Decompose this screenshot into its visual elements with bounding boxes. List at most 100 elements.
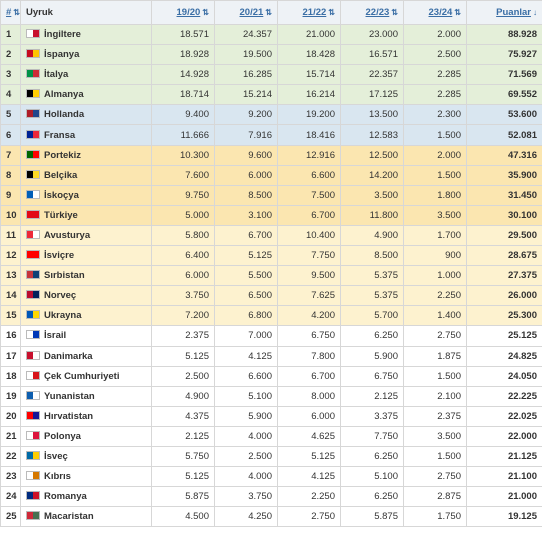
- season-points-cell: 6.600: [277, 164, 341, 186]
- season-points-cell: 1.500: [403, 164, 467, 186]
- table-row: 23 Kıbrıs 5.125 4.000 4.125 5.100 2.750 21.100: [0, 466, 542, 488]
- country-name: İtalya: [44, 69, 69, 81]
- total-points-cell: 71.569: [466, 64, 542, 86]
- rank-cell: 15: [0, 305, 21, 327]
- season-points-cell: 16.285: [214, 64, 278, 86]
- table-row: 4 Almanya 18.714 15.214 16.214 17.125 2.285 69.…: [0, 84, 542, 106]
- country-cell: Polonya: [20, 425, 152, 447]
- season-points-cell: 10.400: [277, 224, 341, 247]
- season-points-cell: 4.250: [214, 506, 278, 528]
- country-name: Almanya: [44, 89, 84, 101]
- rank-cell: 11: [0, 224, 21, 247]
- season-sort-link[interactable]: 22/23: [365, 7, 390, 18]
- season-points-cell: 9.400: [151, 104, 215, 126]
- rank-cell: 3: [0, 64, 21, 86]
- season-points-cell: 18.571: [151, 23, 215, 46]
- season-points-cell: 9.200: [214, 104, 278, 126]
- total-points-cell: 31.450: [466, 184, 542, 206]
- season-points-cell: 5.700: [340, 305, 404, 327]
- season-points-cell: 1.750: [403, 506, 467, 528]
- flag-icon: [26, 511, 40, 521]
- season-points-cell: 4.000: [214, 466, 278, 488]
- country-name: Türkiye: [44, 209, 78, 221]
- country-name: İskoçya: [44, 189, 79, 201]
- total-points-cell: 26.000: [466, 285, 542, 307]
- season-points-cell: 5.100: [214, 385, 278, 407]
- rank-cell: 9: [0, 184, 21, 206]
- season-points-cell: 15.714: [277, 64, 341, 86]
- season-points-cell: 2.000: [403, 144, 467, 166]
- season-points-cell: 4.375: [151, 405, 215, 427]
- season-points-cell: 2.375: [403, 405, 467, 427]
- country-cell: Sırbistan: [20, 265, 152, 287]
- season-points-cell: 5.875: [340, 506, 404, 528]
- season-points-cell: 6.500: [214, 285, 278, 307]
- country-name: İsrail: [44, 330, 67, 342]
- season-sort-link[interactable]: 21/22: [302, 7, 327, 18]
- rank-cell: 8: [0, 164, 21, 186]
- flag-icon: [26, 410, 40, 420]
- flag-icon: [26, 209, 40, 219]
- season-points-cell: 1.700: [403, 224, 467, 247]
- season-2324-header[interactable]: 23/24 ⇅: [403, 0, 467, 25]
- season-points-cell: 8.000: [277, 385, 341, 407]
- header-row: # ⇅ Uyruk 19/20 ⇅ 20/21 ⇅ 21/22 ⇅ 22/23 ⇅ 23/…: [0, 0, 542, 25]
- season-points-cell: 8.500: [214, 184, 278, 206]
- points-column-header[interactable]: Puanlar ↓: [466, 0, 542, 25]
- rank-cell: 5: [0, 104, 21, 126]
- country-name: İsveç: [44, 451, 68, 463]
- table-row: 25 Macaristan 4.500 4.250 2.750 5.875 1.750 19.…: [0, 506, 542, 528]
- points-sort-link[interactable]: Puanlar: [496, 7, 531, 18]
- season-points-cell: 5.125: [151, 345, 215, 367]
- season-sort-link[interactable]: 20/21: [239, 7, 264, 18]
- table-row: 16 İsrail 2.375 7.000 6.750 6.250 2.750 25.125: [0, 325, 542, 347]
- rank-sort-link[interactable]: #: [6, 7, 12, 18]
- season-points-cell: 1.875: [403, 345, 467, 367]
- season-1920-header[interactable]: 19/20 ⇅: [151, 0, 215, 25]
- rank-cell: 21: [0, 425, 21, 447]
- flag-icon: [26, 109, 40, 119]
- season-points-cell: 5.800: [151, 224, 215, 247]
- season-points-cell: 5.125: [151, 466, 215, 488]
- season-points-cell: 5.375: [340, 265, 404, 287]
- season-points-cell: 21.000: [277, 23, 341, 46]
- season-points-cell: 3.500: [403, 425, 467, 447]
- season-points-cell: 18.428: [277, 44, 341, 66]
- season-points-cell: 7.800: [277, 345, 341, 367]
- season-points-cell: 900: [403, 245, 467, 267]
- country-name: Danimarka: [44, 350, 93, 362]
- season-points-cell: 18.714: [151, 84, 215, 106]
- total-points-cell: 22.025: [466, 405, 542, 427]
- season-2021-header[interactable]: 20/21 ⇅: [214, 0, 278, 25]
- country-cell: Türkiye: [20, 204, 152, 226]
- country-name: Sırbistan: [44, 270, 85, 282]
- season-points-cell: 3.750: [214, 486, 278, 508]
- flag-icon: [26, 189, 40, 199]
- season-points-cell: 5.900: [214, 405, 278, 427]
- table-row: 21 Polonya 2.125 4.000 4.625 7.750 3.500 22.000: [0, 425, 542, 447]
- flag-icon: [26, 350, 40, 360]
- country-cell: Hırvatistan: [20, 405, 152, 427]
- sort-arrows-icon: ⇅: [265, 8, 272, 17]
- country-cell: İtalya: [20, 64, 152, 86]
- flag-icon: [26, 430, 40, 440]
- country-name: Romanya: [44, 491, 87, 503]
- season-points-cell: 4.625: [277, 425, 341, 447]
- rank-column-header[interactable]: # ⇅: [0, 0, 21, 25]
- total-points-cell: 28.675: [466, 245, 542, 267]
- season-sort-link[interactable]: 19/20: [176, 7, 201, 18]
- season-points-cell: 4.500: [151, 506, 215, 528]
- season-2122-header[interactable]: 21/22 ⇅: [277, 0, 341, 25]
- rank-cell: 10: [0, 204, 21, 226]
- country-name: Ukrayna: [44, 310, 82, 322]
- country-name: Macaristan: [44, 511, 94, 523]
- season-points-cell: 12.500: [340, 144, 404, 166]
- total-points-cell: 19.125: [466, 506, 542, 528]
- season-sort-link[interactable]: 23/24: [428, 7, 453, 18]
- rank-cell: 16: [0, 325, 21, 347]
- season-points-cell: 7.500: [277, 184, 341, 206]
- season-2223-header[interactable]: 22/23 ⇅: [340, 0, 404, 25]
- season-points-cell: 2.250: [403, 285, 467, 307]
- rank-cell: 12: [0, 245, 21, 267]
- season-points-cell: 11.666: [151, 124, 215, 146]
